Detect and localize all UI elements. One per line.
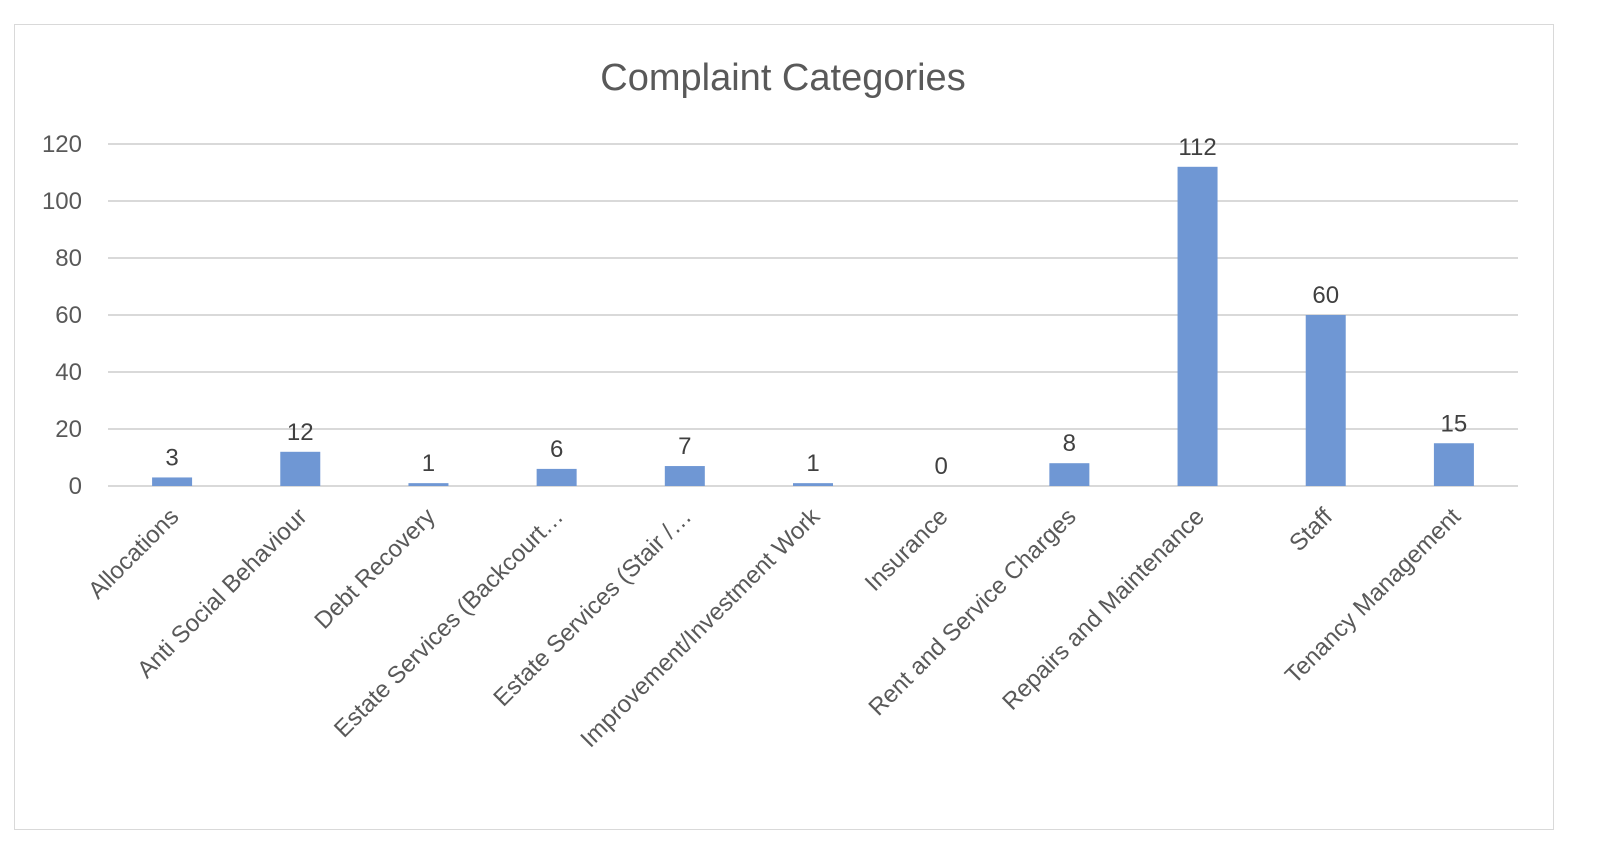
bar-2 bbox=[280, 451, 321, 486]
x-category-label: Debt Recovery bbox=[309, 503, 440, 634]
x-category-label: Improvement/Investment Work bbox=[575, 502, 826, 753]
data-label-4: 6 bbox=[550, 436, 563, 463]
bar-1 bbox=[152, 477, 193, 486]
x-category-label: Repairs and Maintenance bbox=[997, 503, 1209, 715]
bar-4 bbox=[536, 468, 577, 486]
bar-3 bbox=[408, 483, 449, 486]
bar-8 bbox=[1049, 463, 1090, 486]
x-category-label: Estate Services (Backcourt… bbox=[329, 503, 569, 743]
data-label-8: 8 bbox=[1063, 430, 1076, 457]
y-tick-label: 100 bbox=[42, 188, 82, 215]
data-label-1: 3 bbox=[165, 444, 178, 471]
chart-title: Complaint Categories bbox=[600, 57, 965, 99]
bar-10 bbox=[1305, 315, 1346, 486]
data-label-6: 1 bbox=[806, 450, 819, 477]
y-tick-label: 0 bbox=[69, 473, 82, 500]
y-tick-label: 60 bbox=[55, 302, 82, 329]
chart-area bbox=[14, 24, 1554, 830]
bars bbox=[152, 166, 1474, 487]
bar-9 bbox=[1177, 166, 1218, 487]
y-axis-ticks: 0 20 40 60 80 100 120 bbox=[42, 131, 82, 500]
data-label-2: 12 bbox=[287, 419, 314, 446]
data-label-10: 60 bbox=[1312, 282, 1339, 309]
data-label-3: 1 bbox=[422, 450, 435, 477]
data-labels: 3 12 1 6 7 1 0 8 112 60 15 bbox=[165, 134, 1467, 480]
data-label-9: 112 bbox=[1178, 134, 1216, 161]
x-category-label: Allocations bbox=[83, 503, 184, 604]
bar-6 bbox=[793, 483, 833, 486]
y-tick-label: 80 bbox=[55, 245, 82, 272]
data-label-5: 7 bbox=[678, 433, 691, 460]
y-tick-label: 120 bbox=[42, 131, 82, 158]
x-category-label: Staff bbox=[1284, 503, 1338, 557]
y-tick-label: 40 bbox=[55, 359, 82, 386]
data-label-11: 15 bbox=[1441, 410, 1468, 437]
bar-5 bbox=[664, 466, 705, 486]
gridlines bbox=[108, 143, 1518, 487]
x-category-label: Rent and Service Charges bbox=[863, 503, 1081, 721]
data-label-7: 0 bbox=[935, 453, 948, 480]
bar-11 bbox=[1433, 443, 1474, 486]
y-tick-label: 20 bbox=[55, 416, 82, 443]
x-category-label: Insurance bbox=[860, 503, 954, 597]
